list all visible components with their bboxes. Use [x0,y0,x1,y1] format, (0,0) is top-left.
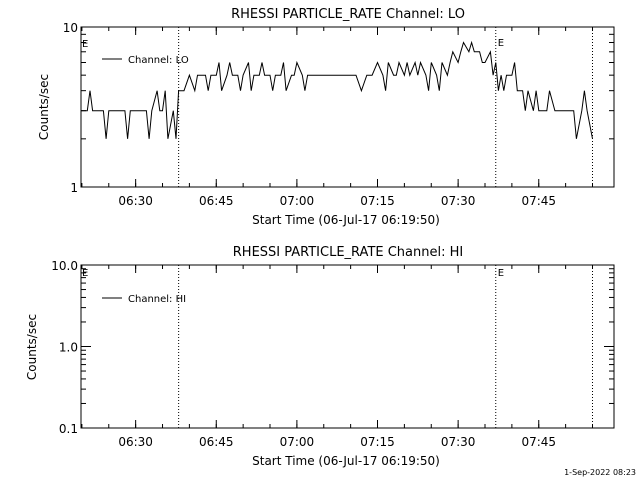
panel-hi: RHESSI PARTICLE_RATE Channel: HI Counts/… [25,245,615,468]
chart-title: RHESSI PARTICLE_RATE Channel: LO [231,7,465,22]
start-marker-label: E [82,268,88,279]
plot-frame [80,264,615,429]
event-marker-label: E [498,38,504,49]
y-axis-label: Counts/sec [25,314,39,380]
x-axis-label: Start Time (06-Jul-17 06:19:50) [252,213,440,227]
event-markers: E [178,27,594,187]
x-tick-label: 07:45 [521,435,556,449]
x-axis-label: Start Time (06-Jul-17 06:19:50) [252,454,440,468]
legend-entry-hi: Channel: HI [128,294,186,305]
x-tick-label: 07:45 [521,194,556,208]
chart-title: RHESSI PARTICLE_RATE Channel: HI [233,245,463,260]
x-tick-label: 07:00 [280,435,315,449]
x-tick-label: 07:30 [441,194,476,208]
x-tick-label: 06:30 [118,194,153,208]
y-tick-label: 0.1 [59,422,78,436]
x-tick-label: 06:45 [199,435,234,449]
footer-timestamp: 1-Sep-2022 08:23 [564,468,636,477]
plot-frame [80,26,615,188]
x-ticks: 06:30 06:45 07:00 07:15 07:30 07:45 [81,265,594,449]
start-marker-label: E [82,39,88,50]
y-ticks: 1 10 [63,21,614,195]
x-tick-label: 07:15 [360,435,395,449]
y-tick-label: 10 [63,21,78,35]
event-marker-label: E [498,268,504,279]
y-tick-label: 1 [70,181,78,195]
legend-entry-lo: Channel: LO [128,55,189,66]
y-ticks: 0.1 1.0 10.0 [51,259,614,436]
x-tick-label: 06:30 [118,435,153,449]
panel-lo: RHESSI PARTICLE_RATE Channel: LO Counts/… [37,7,615,227]
y-axis-label: Counts/sec [37,74,51,140]
event-markers: E [178,265,594,428]
y-tick-label: 1.0 [59,341,78,355]
series-line-channel-lo [81,40,593,139]
series-group [81,40,593,139]
x-tick-label: 07:00 [280,194,315,208]
x-tick-label: 06:45 [199,194,234,208]
y-tick-label: 10.0 [51,259,78,273]
x-ticks: 06:30 06:45 07:00 07:15 07:30 07:45 [81,27,594,208]
x-tick-label: 07:30 [441,435,476,449]
x-tick-label: 07:15 [360,194,395,208]
